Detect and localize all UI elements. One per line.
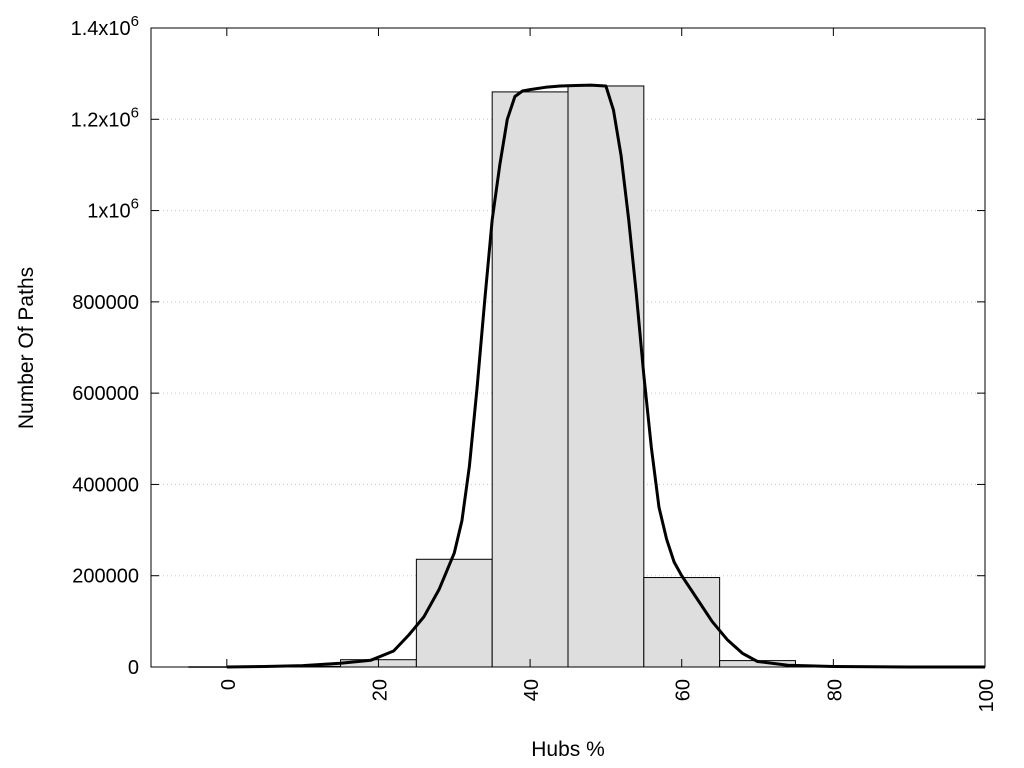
- x-axis-title: Hubs %: [531, 738, 605, 761]
- y-tick-label: 0: [128, 657, 139, 679]
- y-tick-label: 1x106: [87, 196, 139, 223]
- x-tick-label: 60: [673, 679, 695, 701]
- x-tick-label: 100: [976, 679, 998, 712]
- x-tick-label: 0: [218, 679, 240, 690]
- histogram-bars: [188, 85, 948, 668]
- fit-curve: [226, 83, 985, 669]
- histogram-bar: [415, 558, 493, 668]
- histogram-bar: [643, 577, 721, 668]
- y-tick-label: 600000: [72, 383, 139, 405]
- y-tick-label: 1.2x106: [71, 104, 139, 131]
- x-tick-label: 40: [521, 679, 543, 701]
- y-tick-label: 800000: [72, 292, 139, 314]
- fit-curve-line: [226, 83, 985, 669]
- histogram-bar: [491, 91, 569, 668]
- y-tick-label: 200000: [72, 566, 139, 588]
- y-tick-label: 1.4x106: [71, 13, 139, 40]
- plot-frame: [150, 27, 986, 668]
- axis-ticks: [151, 27, 986, 668]
- tick-labels: 0 200000 400000 600000 800000 1x106 1.2x106 1.4…: [71, 13, 998, 712]
- x-tick-label: 80: [824, 679, 846, 701]
- y-tick-label: 400000: [72, 474, 139, 496]
- y-axis-title: Number Of Paths: [15, 267, 38, 429]
- histogram-bar: [567, 85, 645, 668]
- x-tick-label: 20: [369, 679, 391, 701]
